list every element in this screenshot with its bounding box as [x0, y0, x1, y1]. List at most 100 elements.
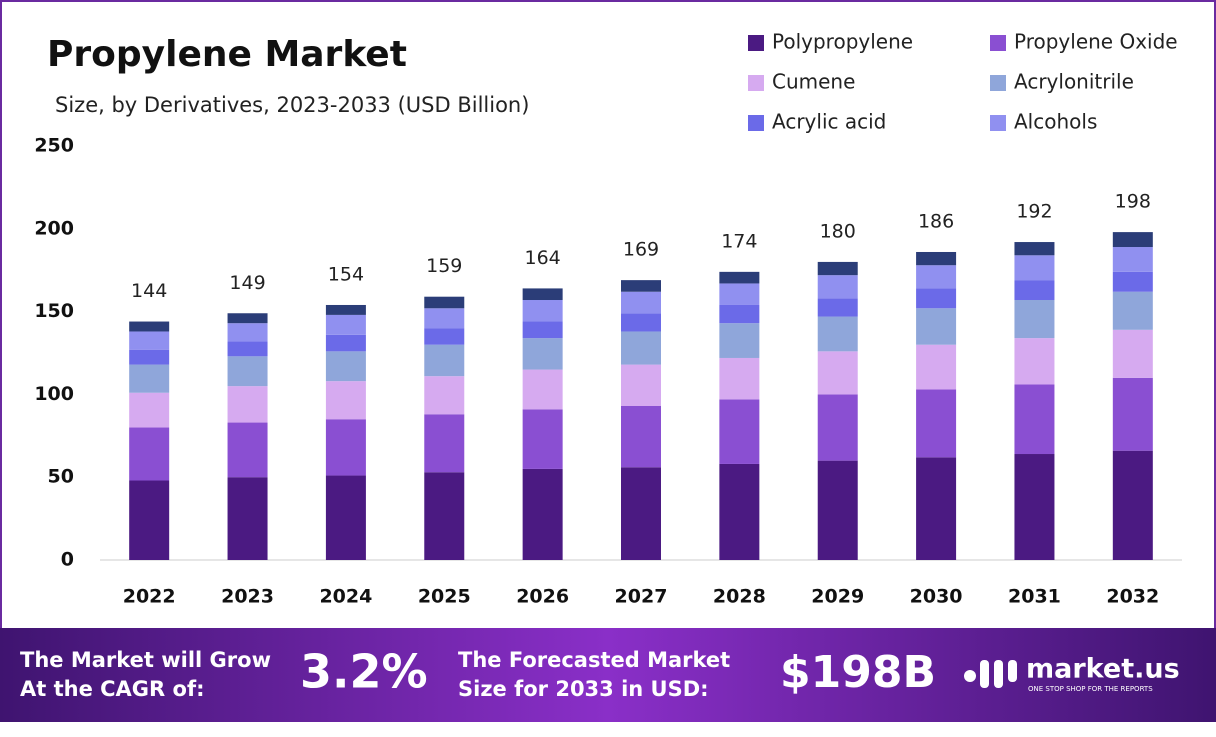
bar-segment: [719, 463, 760, 560]
bar-segment: [621, 405, 661, 468]
footer-text: Size for 2033 in USD:: [458, 677, 709, 701]
footer-text: The Market will Grow: [20, 648, 271, 672]
bar-segment: [1014, 300, 1055, 339]
bar-segment: [1014, 280, 1055, 301]
bar-segment: [817, 460, 858, 560]
bar-segment: [424, 296, 465, 309]
bar-segment: [227, 477, 268, 560]
bar-segment: [621, 280, 661, 292]
bar-segment: [916, 344, 957, 390]
bar-segment: [817, 316, 858, 352]
bar-segment: [817, 394, 858, 461]
bar-segment: [1112, 377, 1153, 451]
bar-segment: [719, 304, 760, 324]
bar-segment: [719, 271, 760, 284]
bar-segment: [1112, 450, 1153, 560]
total-label: 186: [918, 210, 954, 232]
bar-segment: [1112, 271, 1153, 292]
y-tick-label: 0: [61, 549, 74, 571]
bar-segment: [227, 323, 268, 342]
bar-segment: [325, 304, 366, 315]
x-tick-label: 2028: [713, 586, 766, 608]
chart-subtitle: Size, by Derivatives, 2023-2033 (USD Bil…: [55, 93, 529, 117]
bar-segment: [129, 480, 170, 560]
total-label: 180: [820, 220, 856, 242]
bar-segment: [424, 376, 465, 415]
chart-title: Propylene Market: [47, 34, 407, 75]
bar-segment: [719, 357, 760, 400]
forecast-value: $198B: [780, 647, 936, 698]
bar-segment: [1112, 247, 1153, 272]
total-label: 144: [131, 280, 167, 302]
bar-segment: [719, 323, 760, 358]
bar-segment: [424, 328, 465, 345]
bar-segment: [424, 414, 465, 473]
total-label: 174: [721, 230, 757, 252]
bar-segment: [227, 341, 268, 357]
bar-segment: [424, 344, 465, 377]
bar-segment: [621, 291, 661, 314]
bar-segment: [1014, 384, 1055, 455]
total-label: 154: [328, 263, 364, 285]
bar-segment: [129, 364, 170, 393]
legend-swatch: [748, 35, 764, 51]
bar-segment: [1014, 255, 1055, 281]
legend-swatch: [990, 35, 1006, 51]
bar-segment: [621, 331, 661, 365]
legend-label: Polypropylene: [772, 30, 913, 54]
legend-label: Acrylonitrile: [1014, 70, 1134, 94]
bar-segment: [129, 349, 170, 365]
x-tick-label: 2025: [418, 586, 471, 608]
bar-segment: [817, 351, 858, 395]
bar-segment: [621, 313, 661, 332]
footer-text: At the CAGR of:: [20, 677, 205, 701]
brand-logo: [964, 660, 1017, 688]
bar-segment: [227, 313, 268, 324]
bar-segment: [916, 457, 957, 560]
legend-swatch: [748, 75, 764, 91]
bar-segment: [1112, 329, 1153, 378]
brand: market.us: [1026, 654, 1180, 685]
bar-segment: [916, 288, 957, 309]
bar-segment: [129, 321, 170, 332]
total-label: 192: [1016, 201, 1052, 223]
x-tick-label: 2029: [811, 586, 864, 608]
legend-label: Propylene Oxide: [1014, 30, 1178, 54]
bar-segment: [129, 427, 170, 481]
x-tick-label: 2031: [1008, 586, 1061, 608]
y-tick-label: 50: [48, 466, 74, 488]
bar-segment: [1112, 232, 1153, 248]
bar-segment: [522, 468, 563, 560]
x-tick-label: 2024: [319, 586, 372, 608]
bar-segment: [522, 288, 563, 301]
bar-segment: [325, 334, 366, 352]
bar-segment: [817, 298, 858, 317]
bar-segment: [424, 308, 465, 329]
total-label: 159: [426, 255, 462, 277]
legend-swatch: [990, 115, 1006, 131]
total-label: 169: [623, 239, 659, 261]
bar-segment: [1112, 291, 1153, 330]
bar-segment: [325, 381, 366, 420]
bar-segment: [719, 283, 760, 305]
bar-segment: [916, 389, 957, 458]
bar-segment: [325, 314, 366, 335]
card-border: [0, 0, 1216, 702]
bar-segment: [621, 364, 661, 406]
bar-segment: [424, 472, 465, 560]
bar-segment: [817, 261, 858, 276]
x-tick-label: 2032: [1106, 586, 1159, 608]
bar-segment: [129, 331, 170, 350]
bar-segment: [916, 308, 957, 345]
legend-label: Acrylic acid: [772, 110, 886, 134]
bar-segment: [719, 399, 760, 464]
legend-label: Cumene: [772, 70, 855, 94]
legend-swatch: [990, 75, 1006, 91]
bar-segment: [1014, 338, 1055, 385]
bar-segment: [129, 392, 170, 428]
y-tick-label: 150: [34, 300, 74, 322]
bar-segment: [227, 356, 268, 387]
bar-segment: [916, 265, 957, 289]
bar-segment: [325, 419, 366, 476]
y-tick-label: 200: [34, 217, 74, 239]
